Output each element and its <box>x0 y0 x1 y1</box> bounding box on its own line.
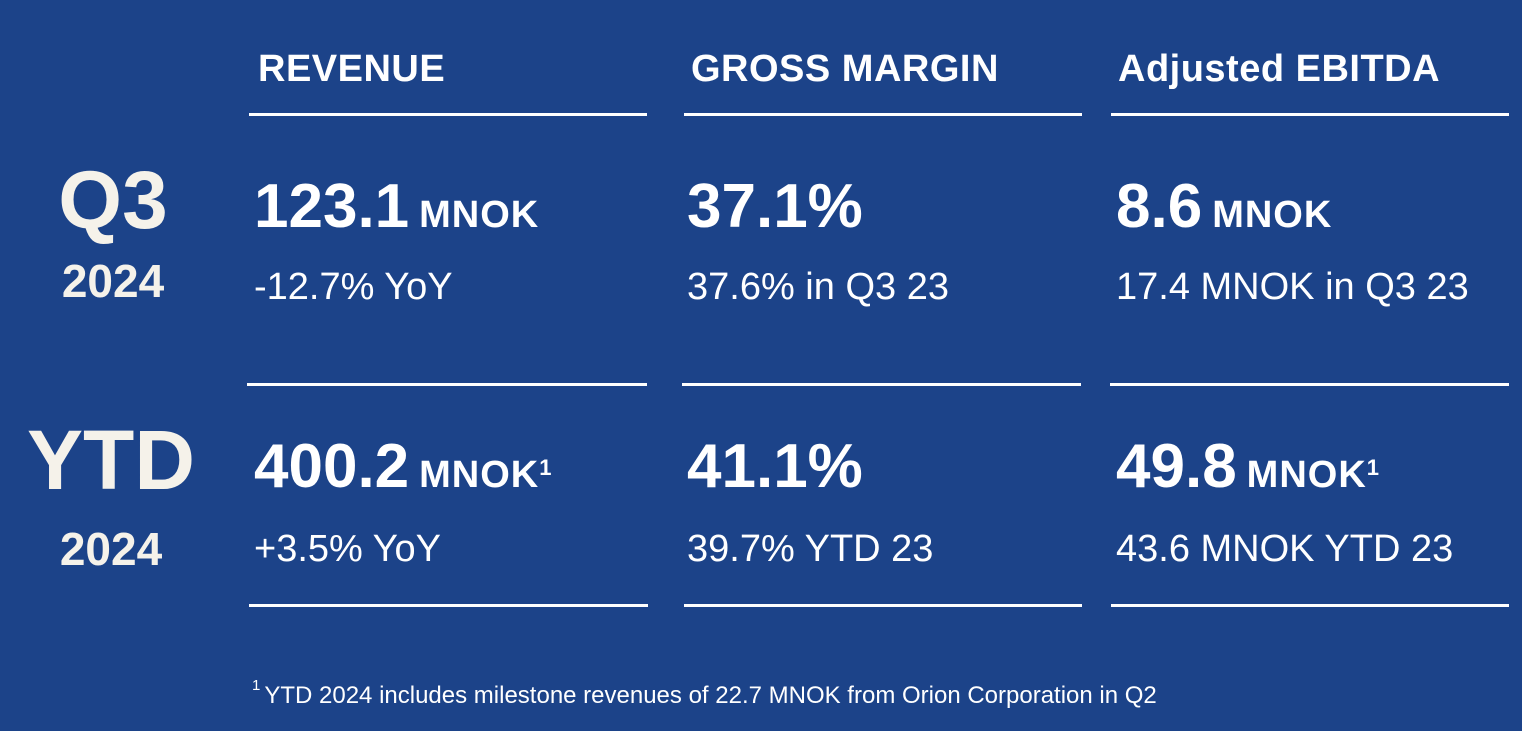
footnote-marker: 1 <box>252 677 261 694</box>
q3-revenue-metric: 123.1 MNOK <box>254 176 539 238</box>
divider-top-revenue <box>249 113 647 116</box>
q3-revenue-unit: MNOK <box>419 194 540 236</box>
period-ytd-year: 2024 <box>59 523 163 575</box>
q3-ebitda-value: 8.6 <box>1116 172 1203 241</box>
divider-top-gross-margin <box>684 113 1082 116</box>
header-gross-margin: GROSS MARGIN <box>691 48 999 90</box>
ytd-ebitda-value: 49.8 <box>1116 432 1237 501</box>
q3-gross-margin-sub: 37.6% in Q3 23 <box>687 266 949 308</box>
q3-ebitda-sub: 17.4 MNOK in Q3 23 <box>1116 266 1469 308</box>
q3-revenue-sub: -12.7% YoY <box>254 266 453 308</box>
divider-top-ebitda <box>1111 113 1509 116</box>
divider-bottom-ebitda <box>1111 604 1509 607</box>
header-adjusted-ebitda: Adjusted EBITDA <box>1118 48 1441 90</box>
ytd-gross-margin-sub: 39.7% YTD 23 <box>687 528 934 570</box>
q3-gross-margin-metric: 37.1% <box>687 176 863 238</box>
period-q3-label: Q3 <box>58 155 168 246</box>
ytd-ebitda-unit: MNOK <box>1246 454 1367 496</box>
ytd-gross-margin-value: 41.1% <box>687 432 863 501</box>
divider-middle-gross-margin <box>682 383 1081 386</box>
period-q3: Q3 2024 <box>28 155 198 307</box>
divider-middle-ebitda <box>1110 383 1509 386</box>
divider-bottom-revenue <box>249 604 648 607</box>
q3-ebitda-metric: 8.6 MNOK <box>1116 176 1332 238</box>
divider-middle-revenue <box>247 383 647 386</box>
ytd-revenue-sub: +3.5% YoY <box>254 528 442 570</box>
period-q3-year: 2024 <box>61 255 165 307</box>
header-revenue: REVENUE <box>258 48 446 90</box>
ytd-revenue-footnote-ref: 1 <box>539 454 552 480</box>
ytd-revenue-unit: MNOK <box>419 454 540 496</box>
divider-bottom-gross-margin <box>684 604 1082 607</box>
footnote-text: YTD 2024 includes milestone revenues of … <box>264 682 1157 709</box>
period-ytd: YTD 2024 <box>22 418 200 572</box>
q3-revenue-value: 123.1 <box>254 172 410 241</box>
q3-gross-margin-value: 37.1% <box>687 172 863 241</box>
q3-ebitda-unit: MNOK <box>1212 194 1333 236</box>
ytd-ebitda-footnote-ref: 1 <box>1366 454 1380 480</box>
footnote: 1 YTD 2024 includes milestone revenues of… <box>252 677 1157 710</box>
ytd-gross-margin-metric: 41.1% <box>687 436 863 498</box>
ytd-revenue-metric: 400.2 MNOK1 <box>254 436 552 498</box>
period-ytd-label: YTD <box>27 413 195 507</box>
ytd-ebitda-sub: 43.6 MNOK YTD 23 <box>1116 528 1454 570</box>
ytd-revenue-value: 400.2 <box>254 432 410 501</box>
ytd-ebitda-metric: 49.8 MNOK1 <box>1116 436 1379 498</box>
